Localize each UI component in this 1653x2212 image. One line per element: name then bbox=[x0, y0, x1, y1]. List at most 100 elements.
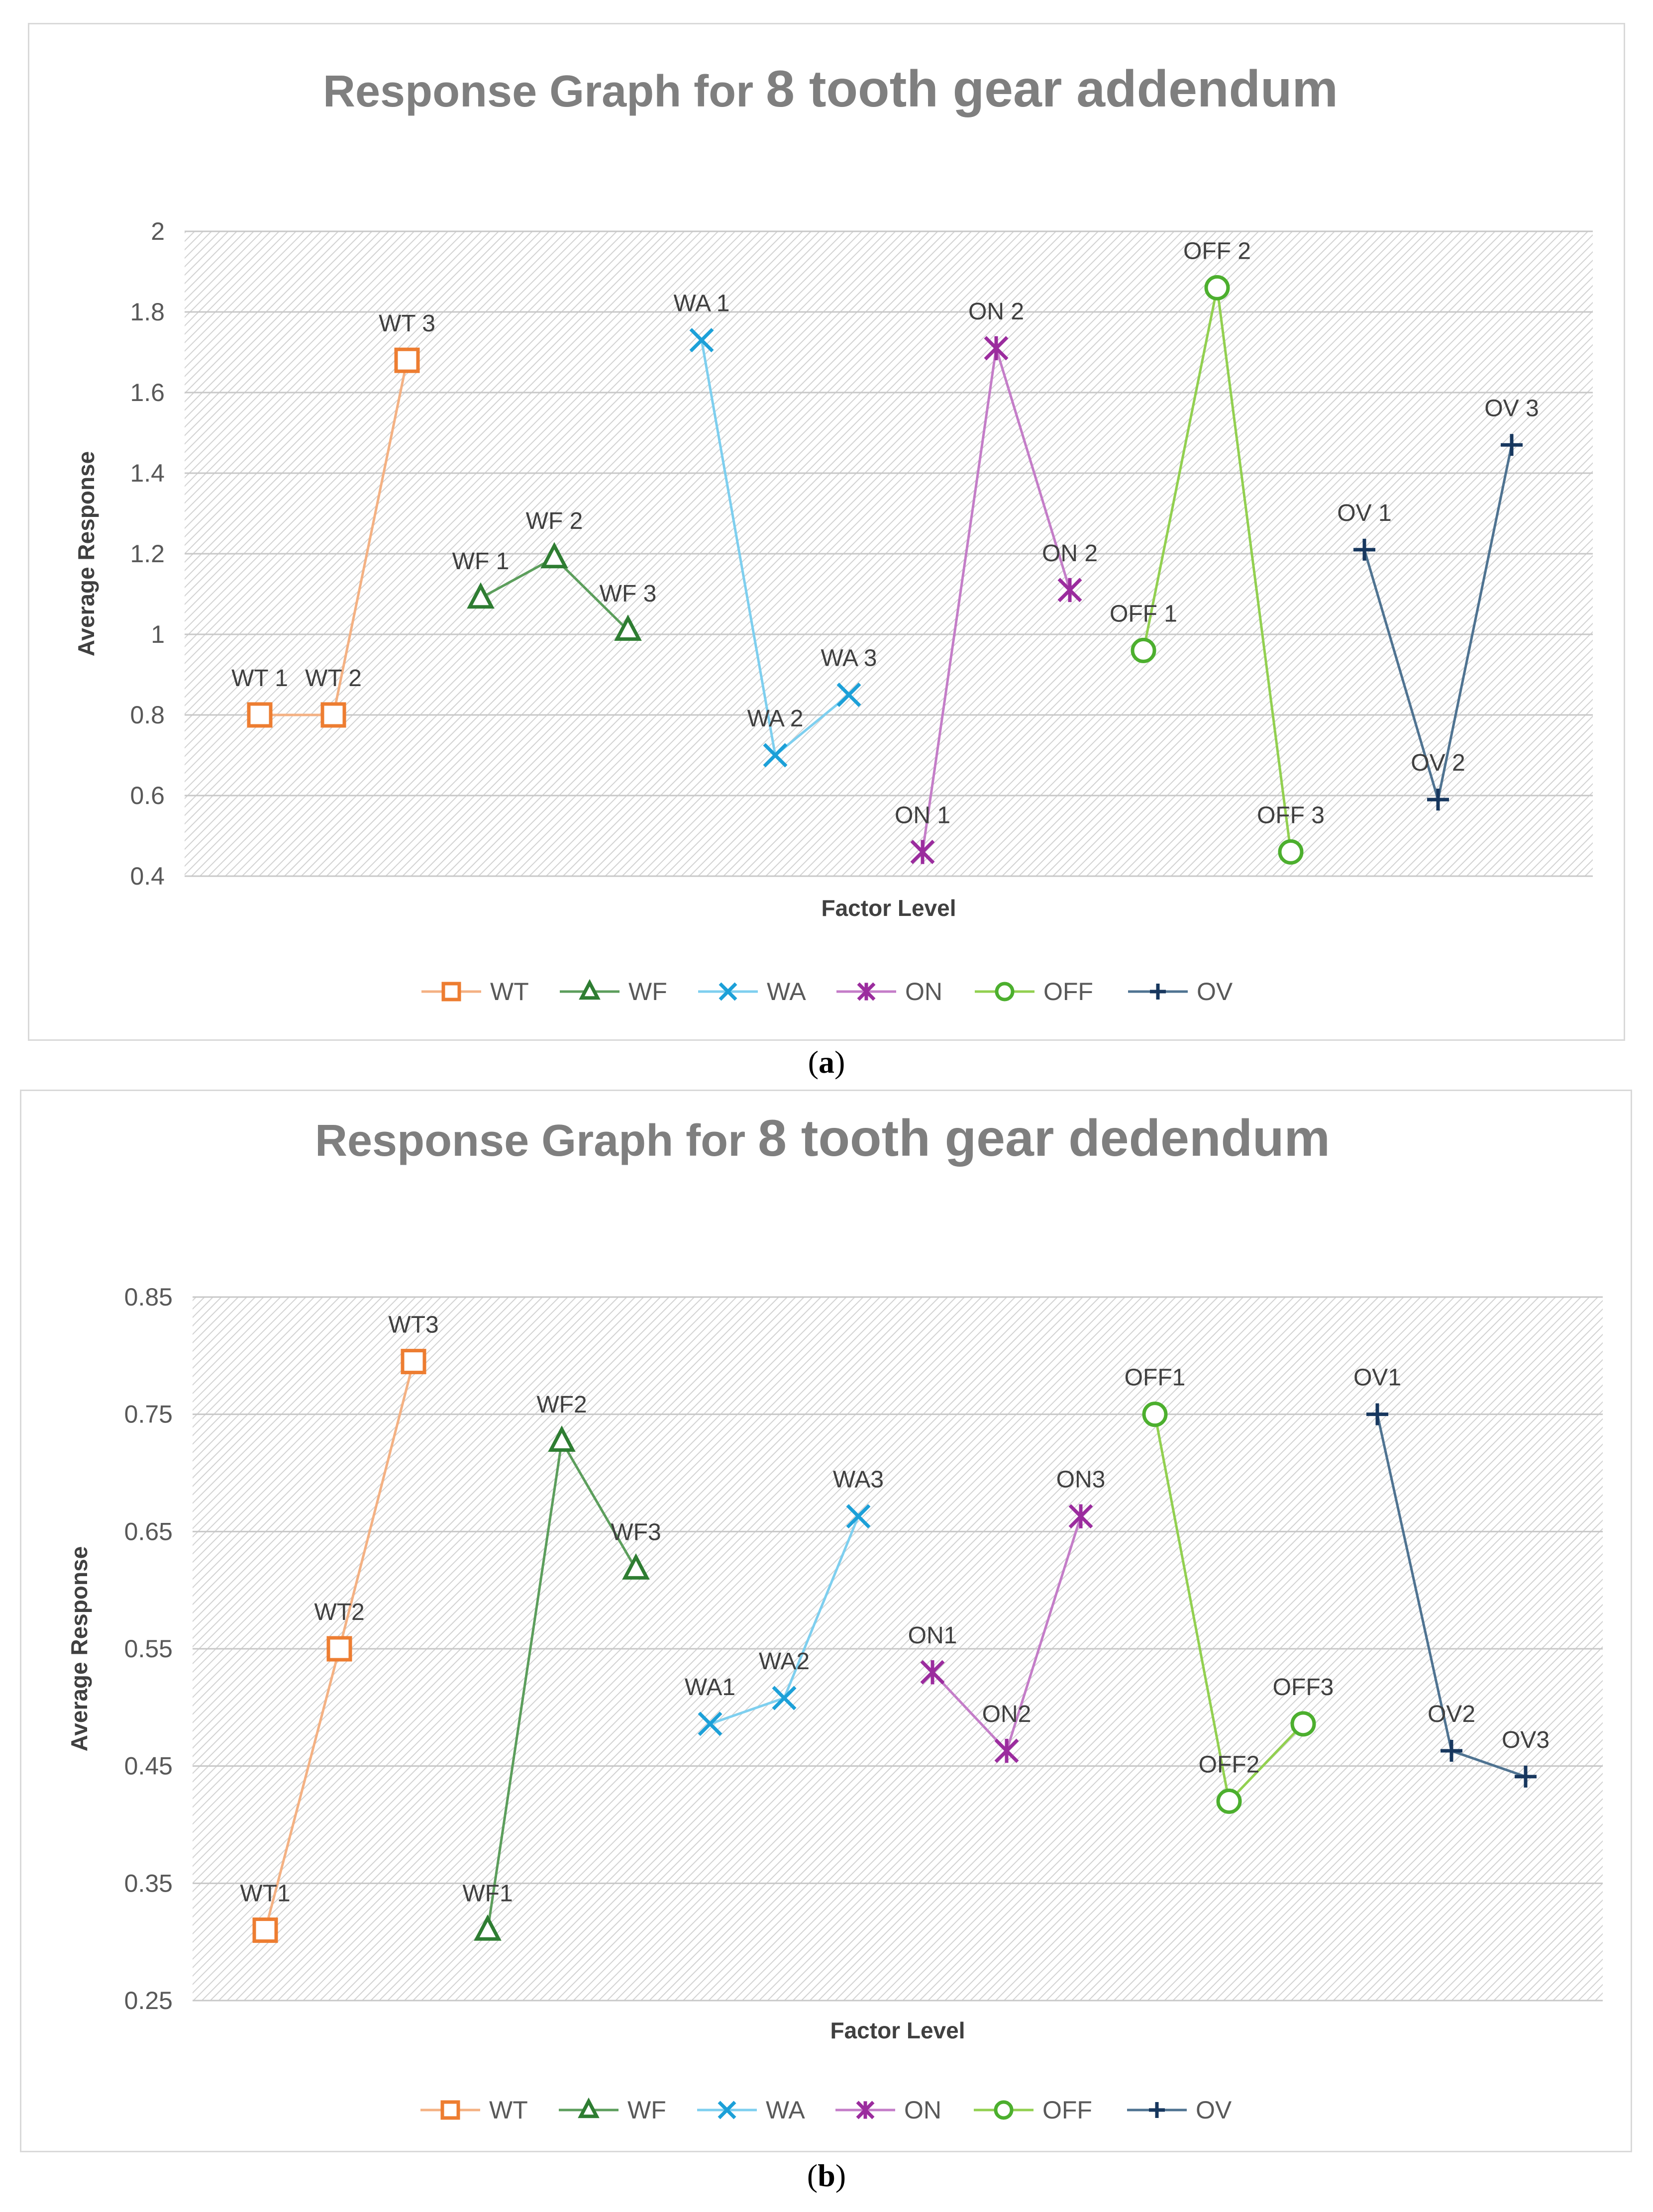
data-label: WA3 bbox=[833, 1467, 884, 1493]
legend-label: WT bbox=[489, 2096, 528, 2124]
y-tick-label: 0.45 bbox=[124, 1752, 173, 1780]
data-point-on bbox=[910, 839, 935, 864]
data-label: OFF 3 bbox=[1257, 802, 1325, 828]
legend-item-ov: OV bbox=[1128, 978, 1233, 1005]
data-label: WT1 bbox=[240, 1881, 290, 1907]
data-label: OFF1 bbox=[1125, 1365, 1186, 1391]
data-point-ov bbox=[1353, 538, 1375, 561]
x-axis-title: Factor Level bbox=[830, 2017, 965, 2043]
caption-a-letter: a bbox=[819, 1044, 834, 1080]
data-label: ON 1 bbox=[895, 802, 950, 828]
chart-title-prefix: Response Graph for bbox=[315, 1116, 758, 1166]
legend-marker-off bbox=[995, 982, 1015, 1002]
y-tick-label: 0.55 bbox=[124, 1635, 173, 1663]
chart-title: Response Graph for 8 tooth gear addendum bbox=[323, 60, 1338, 118]
data-point-wf bbox=[622, 1553, 650, 1580]
legend-item-wf: WF bbox=[559, 2096, 666, 2124]
legend-marker-on bbox=[856, 2101, 875, 2119]
data-label: ON1 bbox=[908, 1622, 957, 1649]
legend-marker-wf bbox=[578, 2097, 600, 2118]
data-point-off bbox=[1216, 1788, 1242, 1814]
data-label: WA 1 bbox=[674, 291, 730, 317]
data-point-wt bbox=[394, 347, 420, 373]
data-point-wf bbox=[548, 1425, 576, 1452]
data-point-off bbox=[1204, 275, 1230, 301]
series-wf: WF 1 WF 2 WF 3 bbox=[452, 508, 656, 641]
data-label: WF 1 bbox=[452, 548, 510, 575]
y-tick-label: 0.4 bbox=[130, 862, 165, 890]
chart-title-main: 8 tooth gear addendum bbox=[766, 60, 1338, 118]
y-tick-label: 0.8 bbox=[130, 701, 165, 729]
data-label: WT 1 bbox=[231, 665, 288, 692]
series-on: ON 1 ON 2 ON 2 bbox=[895, 299, 1098, 864]
chart-panel-a: Response Graph for 8 tooth gear addendum… bbox=[28, 23, 1625, 1041]
data-point-on bbox=[984, 336, 1009, 361]
series-ov: OV 1 OV 2 OV 3 bbox=[1337, 395, 1539, 811]
data-label: WF2 bbox=[536, 1392, 587, 1418]
data-point-wf bbox=[467, 582, 495, 609]
legend-label: ON bbox=[904, 2096, 941, 2124]
legend-item-wa: WA bbox=[697, 2096, 805, 2124]
chart-title: Response Graph for 8 tooth gear dedendum bbox=[315, 1109, 1330, 1167]
data-label: WA 2 bbox=[747, 705, 804, 732]
y-tick-label: 0.65 bbox=[124, 1517, 173, 1545]
legend-item-off: OFF bbox=[974, 2096, 1092, 2124]
data-label: OV2 bbox=[1428, 1701, 1475, 1727]
chart-panel-b: Response Graph for 8 tooth gear dedendum… bbox=[20, 1090, 1632, 2152]
legend-item-wf: WF bbox=[560, 978, 667, 1005]
data-point-wt bbox=[326, 1636, 352, 1662]
data-label: WT3 bbox=[388, 1312, 438, 1338]
data-point-wa bbox=[689, 328, 714, 353]
legend: WT WF WA ON OFF OV bbox=[420, 2096, 1232, 2124]
legend-marker-ov bbox=[1150, 984, 1166, 1000]
series-wt: WT 1 WT 2 WT 3 bbox=[231, 310, 435, 728]
data-point-wf bbox=[474, 1914, 502, 1941]
data-point-wt bbox=[401, 1349, 426, 1375]
data-label: OFF 2 bbox=[1183, 238, 1251, 264]
data-label: WA2 bbox=[759, 1648, 810, 1675]
legend-label: OFF bbox=[1043, 978, 1093, 1005]
legend-label: OV bbox=[1197, 978, 1233, 1005]
legend-item-ov: OV bbox=[1127, 2096, 1232, 2124]
data-point-on bbox=[994, 1738, 1019, 1763]
series-wt: WT1 WT2 WT3 bbox=[240, 1312, 439, 1943]
series-off: OFF 1 OFF 2 OFF 3 bbox=[1110, 238, 1325, 865]
legend-label: WF bbox=[627, 2096, 666, 2124]
data-point-on bbox=[920, 1660, 945, 1685]
legend-marker-wa bbox=[719, 982, 737, 1001]
legend-label: WA bbox=[767, 978, 806, 1005]
data-point-wa bbox=[698, 1711, 723, 1736]
data-point-off bbox=[1142, 1402, 1168, 1427]
data-point-wa bbox=[846, 1504, 871, 1529]
chart-b-svg: Response Graph for 8 tooth gear dedendum… bbox=[66, 1109, 1603, 2124]
series-wa: WA1 WA2 WA3 bbox=[685, 1467, 884, 1736]
chart-a-svg: Response Graph for 8 tooth gear addendum… bbox=[73, 60, 1593, 1005]
series-ov: OV1 OV2 OV3 bbox=[1353, 1365, 1550, 1788]
series-wf: WF1 WF2 WF3 bbox=[462, 1392, 661, 1941]
data-label: ON 2 bbox=[968, 299, 1024, 325]
legend-marker-ov bbox=[1149, 2102, 1165, 2118]
legend-marker-wf bbox=[579, 979, 601, 1000]
legend-label: ON bbox=[905, 978, 942, 1005]
caption-b: (b) bbox=[807, 2158, 846, 2193]
data-label: WT2 bbox=[314, 1599, 364, 1625]
data-point-off bbox=[1290, 1711, 1316, 1737]
data-label: ON3 bbox=[1056, 1467, 1106, 1493]
data-point-wt bbox=[320, 702, 346, 728]
data-label: WT 3 bbox=[379, 310, 435, 337]
data-label: ON 2 bbox=[1042, 540, 1098, 567]
legend-label: WT bbox=[490, 978, 529, 1005]
data-point-ov bbox=[1515, 1765, 1537, 1788]
legend-label: OFF bbox=[1042, 2096, 1092, 2124]
data-point-wt bbox=[247, 702, 273, 728]
legend-item-wt: WT bbox=[420, 2096, 528, 2124]
data-label: OV 3 bbox=[1484, 395, 1539, 421]
legend-marker-on bbox=[857, 982, 876, 1001]
legend-item-on: ON bbox=[836, 978, 942, 1005]
y-tick-label: 2 bbox=[151, 217, 165, 245]
series-wa: WA 1 WA 2 WA 3 bbox=[674, 291, 877, 768]
series-off: OFF1 OFF2 OFF3 bbox=[1125, 1365, 1334, 1814]
data-point-ov bbox=[1501, 434, 1523, 456]
y-tick-label: 1.2 bbox=[130, 540, 165, 568]
y-tick-label: 0.35 bbox=[124, 1869, 173, 1897]
